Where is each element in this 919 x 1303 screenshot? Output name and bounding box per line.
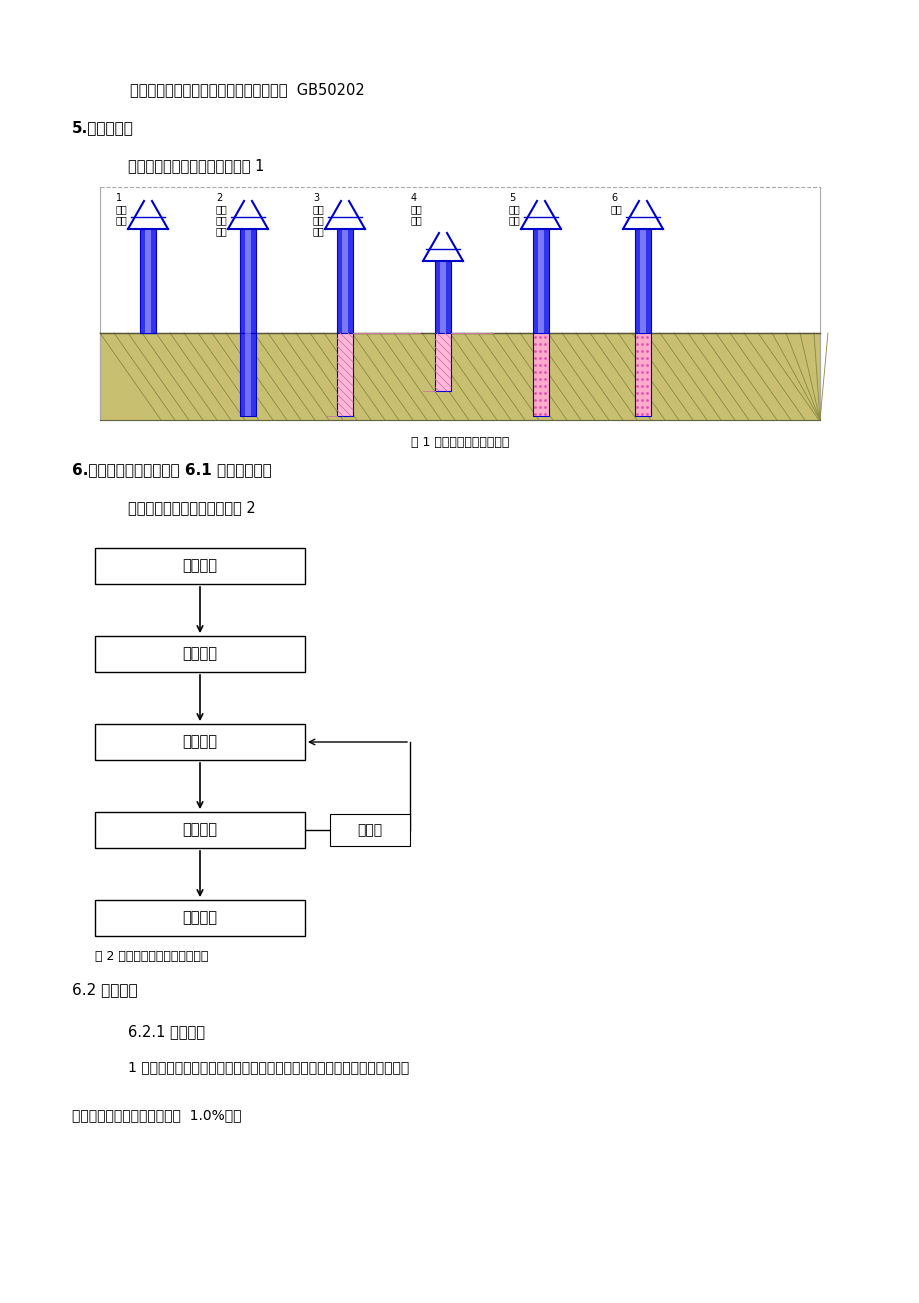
Text: 1: 1 — [116, 193, 122, 203]
Bar — [240, 334, 255, 416]
Text: 3: 3 — [312, 193, 319, 203]
Bar — [435, 261, 450, 334]
Bar — [336, 334, 353, 416]
Bar — [342, 229, 347, 334]
Bar — [336, 229, 353, 334]
Bar — [532, 229, 549, 334]
Text: 成　　梗: 成 梗 — [182, 735, 217, 749]
Text: 试　　梗: 试 梗 — [182, 646, 217, 662]
Text: 6: 6 — [610, 193, 617, 203]
Bar — [634, 334, 651, 416]
Bar — [95, 549, 305, 584]
Text: 施工准备: 施工准备 — [182, 559, 217, 573]
Text: 5.　施工方法: 5. 施工方法 — [72, 120, 134, 136]
Text: 设计: 设计 — [216, 215, 228, 225]
Text: 定位: 定位 — [116, 205, 128, 214]
Text: 标高: 标高 — [216, 225, 228, 236]
Bar — [435, 334, 450, 391]
Bar — [95, 724, 305, 760]
Bar — [95, 636, 305, 672]
Bar — [244, 229, 251, 334]
Text: 上升: 上升 — [508, 215, 520, 225]
Text: 喷浆: 喷浆 — [312, 205, 324, 214]
Text: 图 1 水泥搂拌梗施工示意图: 图 1 水泥搂拌梗施工示意图 — [411, 437, 508, 450]
Bar — [640, 229, 645, 334]
Bar — [538, 229, 543, 334]
Bar — [140, 229, 156, 334]
Bar — [439, 261, 446, 334]
Bar — [95, 900, 305, 936]
Text: 不合格: 不合格 — [357, 823, 382, 837]
Bar — [330, 814, 410, 846]
Text: 下沉: 下沉 — [411, 215, 423, 225]
Text: 设计及规范要求，垂直度小于  1.0%梗长: 设计及规范要求，垂直度小于 1.0%梗长 — [72, 1108, 242, 1122]
Bar — [95, 812, 305, 848]
Bar — [634, 229, 651, 334]
Text: 复搂: 复搂 — [508, 205, 520, 214]
Text: 复搂: 复搂 — [411, 205, 423, 214]
Text: 平整场地: 平整场地 — [182, 911, 217, 925]
Text: 水泥搂拌梗施工方法示意图见图 1: 水泥搂拌梗施工方法示意图见图 1 — [128, 158, 264, 173]
Text: 1 测量放样定出梗位，同时采用或全站仪或吸线锤双向控制导向架垂直度。: 1 测量放样定出梗位，同时采用或全站仪或吸线锤双向控制导向架垂直度。 — [128, 1061, 409, 1074]
Text: 图 2 水泥搂拌梗施工工艺流程图: 图 2 水泥搂拌梗施工工艺流程图 — [95, 950, 208, 963]
Text: 2: 2 — [216, 193, 222, 203]
Text: 搂拌: 搂拌 — [312, 215, 324, 225]
Bar — [244, 334, 251, 416]
Text: 6.　工艺流程及操作要点 6.1 施工工艺流程: 6. 工艺流程及操作要点 6.1 施工工艺流程 — [72, 463, 271, 477]
Text: 下沉: 下沉 — [116, 215, 128, 225]
Bar — [532, 334, 549, 416]
Bar — [100, 334, 819, 420]
Bar — [145, 229, 151, 334]
Text: 完毕: 完毕 — [610, 205, 622, 214]
Text: 6.2 操作要点: 6.2 操作要点 — [72, 982, 138, 997]
Text: 4: 4 — [411, 193, 416, 203]
Text: 6.2.1 施工准备: 6.2.1 施工准备 — [128, 1024, 205, 1038]
Text: 上升: 上升 — [312, 225, 324, 236]
Text: 《建筑地基基础工程施工质量验收规范》  GB50202: 《建筑地基基础工程施工质量验收规范》 GB50202 — [130, 82, 364, 96]
Text: 沉到: 沉到 — [216, 205, 228, 214]
Text: 检　　测: 检 测 — [182, 822, 217, 838]
Text: 水泥搂拌梗施工工艺流程见图 2: 水泥搂拌梗施工工艺流程见图 2 — [128, 500, 255, 515]
Text: 5: 5 — [508, 193, 515, 203]
Bar — [240, 229, 255, 334]
